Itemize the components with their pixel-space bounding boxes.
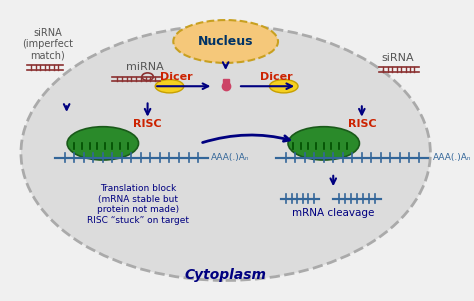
Text: miRNA: miRNA bbox=[126, 62, 164, 72]
Text: RISC: RISC bbox=[133, 119, 162, 129]
Text: Nucleus: Nucleus bbox=[198, 35, 254, 48]
Ellipse shape bbox=[269, 79, 298, 93]
Ellipse shape bbox=[21, 25, 430, 281]
Text: Dicer: Dicer bbox=[160, 72, 192, 82]
Text: AAA(.)Aₙ: AAA(.)Aₙ bbox=[211, 153, 250, 162]
Text: Translation block
(mRNA stable but
protein not made)
RISC “stuck” on target: Translation block (mRNA stable but prote… bbox=[87, 184, 189, 225]
Ellipse shape bbox=[173, 20, 278, 63]
Ellipse shape bbox=[155, 79, 184, 93]
Text: mRNA cleavage: mRNA cleavage bbox=[292, 208, 374, 218]
Text: RISC: RISC bbox=[347, 119, 376, 129]
Ellipse shape bbox=[288, 127, 359, 160]
Text: AAA(.)Aₙ: AAA(.)Aₙ bbox=[433, 153, 472, 162]
Text: siRNA: siRNA bbox=[382, 53, 414, 63]
Ellipse shape bbox=[67, 127, 138, 160]
Text: siRNA
(imperfect
match): siRNA (imperfect match) bbox=[22, 28, 73, 61]
Text: Cytoplasm: Cytoplasm bbox=[185, 268, 267, 282]
Text: Dicer: Dicer bbox=[260, 72, 292, 82]
